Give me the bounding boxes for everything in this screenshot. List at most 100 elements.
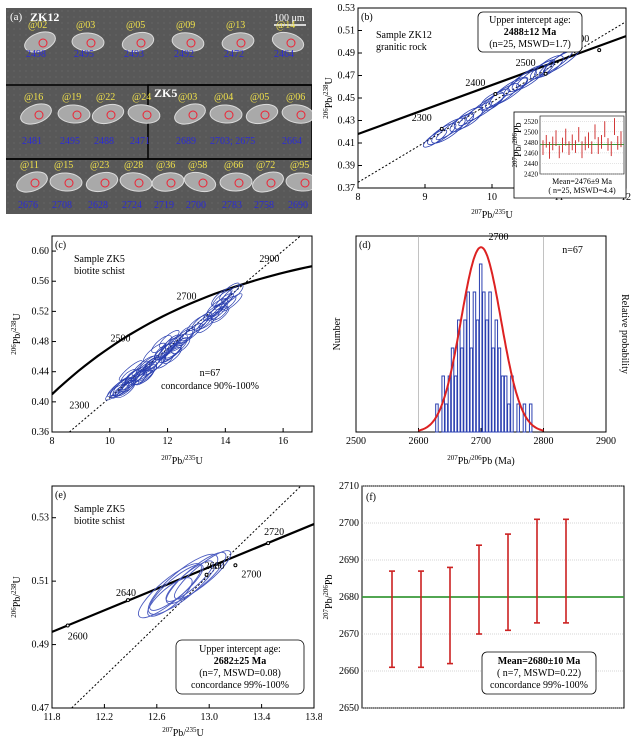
panel-f: 2650 2660 2670 2680 2690 2700 2710 (f) Mean=2680…: [322, 480, 640, 742]
rock-text: biotite schist: [74, 516, 125, 527]
x-tick-label: 12.6: [148, 712, 166, 723]
concordia-age-label: 2720: [264, 527, 284, 538]
concordia-tick: [439, 126, 444, 131]
spot-label: @95: [290, 160, 309, 171]
y-axis-label: 206Pb/238U: [10, 312, 23, 354]
error-ellipse: [458, 101, 493, 127]
concordia-chart-e: 11.8 12.2 12.6 13.0 13.4 13.8 0.47 0.49 0.51 0.53…: [10, 485, 323, 739]
concordia-chart-b: 891011120.370.390.410.430.450.470.490.51…: [322, 3, 631, 221]
zircon-grain: [209, 104, 243, 124]
spot-label: @66: [224, 160, 243, 171]
panel-a-image: (a) ZK12 ZK5 100 μm @02 @03 @05 @09 @13 @14 24…: [6, 8, 319, 214]
spot-label: @02: [28, 20, 47, 31]
spot-label: @05: [250, 92, 269, 103]
analysis-spot: [224, 110, 234, 120]
concordia-curve: [52, 523, 314, 633]
y-tick-label: 0.51: [338, 26, 356, 37]
y-tick-label: 2710: [339, 481, 359, 492]
histogram-bar: [528, 403, 533, 433]
error-ellipse: [207, 303, 226, 319]
analysis-spot: [266, 178, 276, 188]
analysis-spot: [188, 110, 198, 120]
age-label: 2481: [22, 136, 42, 147]
y-tick-label: 0.60: [32, 246, 50, 257]
zircon-grain: [71, 32, 105, 52]
inset-y-tick-label: 2460: [524, 149, 539, 157]
error-ellipse: [112, 377, 135, 397]
error-ellipse: [115, 379, 136, 399]
concordia-age-label: 2500: [516, 58, 536, 69]
x-axis-label: 207Pb/235U: [161, 454, 203, 467]
age-label: 2676: [18, 200, 38, 211]
error-ellipse: [147, 577, 193, 617]
inset-y-tick-label: 2420: [524, 171, 539, 179]
annotation-line1: Mean=2680±10 Ma: [498, 656, 581, 667]
inset-y-tick-label: 2480: [524, 139, 539, 147]
concordia-line: [358, 21, 626, 183]
annotation-box: [481, 651, 597, 695]
zircon-grain: [252, 171, 284, 193]
analysis-spot: [260, 110, 270, 120]
analysis-spot: [38, 38, 48, 48]
analysis-spot: [30, 178, 40, 188]
analysis-spot: [234, 178, 244, 188]
spot-label: @03: [178, 92, 197, 103]
error-ellipse: [212, 289, 232, 307]
x-tick-label: 2800: [534, 436, 554, 447]
y-tick-label: 0.39: [338, 161, 356, 172]
y-tick-label: 0.49: [338, 48, 356, 59]
peak-label: 2700: [489, 232, 509, 243]
plot-frame: [51, 485, 315, 709]
error-ellipse: [174, 550, 232, 600]
concordia-tick: [543, 71, 548, 76]
error-ellipse: [131, 355, 156, 377]
zircon-grain: [151, 172, 185, 192]
histogram-bar: [494, 319, 499, 433]
concordia-age-label: 2700: [176, 292, 196, 303]
inset-y-axis-label: 207Pb/206Pb: [511, 123, 524, 168]
x-tick-label: 9: [423, 192, 428, 203]
error-ellipse: [220, 295, 237, 310]
error-ellipse: [489, 76, 529, 106]
y-tick-label: 2660: [339, 666, 359, 677]
annotation-line1: Upper intercept age:: [199, 644, 281, 655]
annotation-box: [175, 639, 305, 695]
sample-text: Sample ZK5: [74, 254, 125, 265]
analysis-spot: [186, 38, 196, 48]
x-tick-label: 13.0: [200, 712, 218, 723]
error-ellipse: [211, 287, 233, 307]
annotation-line3: concordance 99%-100%: [490, 680, 588, 691]
y-tick-label: 0.51: [32, 576, 50, 587]
histogram-bar: [500, 375, 505, 433]
age-label: 2690: [288, 200, 308, 211]
y-tick-label: 2650: [339, 703, 359, 714]
y-axis-right-label: Relative probability: [619, 294, 630, 374]
concordia-tick: [204, 572, 209, 577]
histogram-bar: [516, 403, 520, 433]
annotation-line2: 2682±25 Ma: [214, 656, 266, 667]
x-tick-label: 12: [163, 436, 173, 447]
x-tick-label: 8: [356, 192, 361, 203]
x-tick-label: 16: [278, 436, 288, 447]
analysis-spot: [136, 38, 146, 48]
concordia-tick: [65, 623, 70, 628]
error-ellipse: [138, 354, 159, 373]
error-ellipse: [165, 551, 227, 605]
inset-stats-text: ( n=25, MSWD=4.4): [548, 186, 616, 195]
analysis-spot: [100, 178, 110, 188]
histogram-bar: [444, 403, 449, 433]
age-label: 2495: [74, 49, 94, 60]
histogram-bar: [453, 375, 458, 433]
age-label: 2493: [124, 49, 144, 60]
spot-label: @04: [214, 92, 233, 103]
analysis-spot: [296, 110, 306, 120]
panel-d: 2500 2600 2700 2800 2900 (d) 2700 n=67 207Pb/206…: [322, 230, 640, 470]
y-tick-label: 0.53: [32, 513, 50, 524]
concordia-chart-c: 8 10 12 14 16 0.36 0.40 0.44 0.48 0.52 0.56 0.60 (c)…: [10, 235, 313, 467]
error-ellipse: [143, 342, 166, 363]
error-ellipse: [164, 334, 182, 350]
y-tick-label: 0.56: [32, 276, 50, 287]
x-tick-label: 14: [220, 436, 230, 447]
y-tick-label: 2680: [339, 592, 359, 603]
spot-label: @28: [124, 160, 143, 171]
